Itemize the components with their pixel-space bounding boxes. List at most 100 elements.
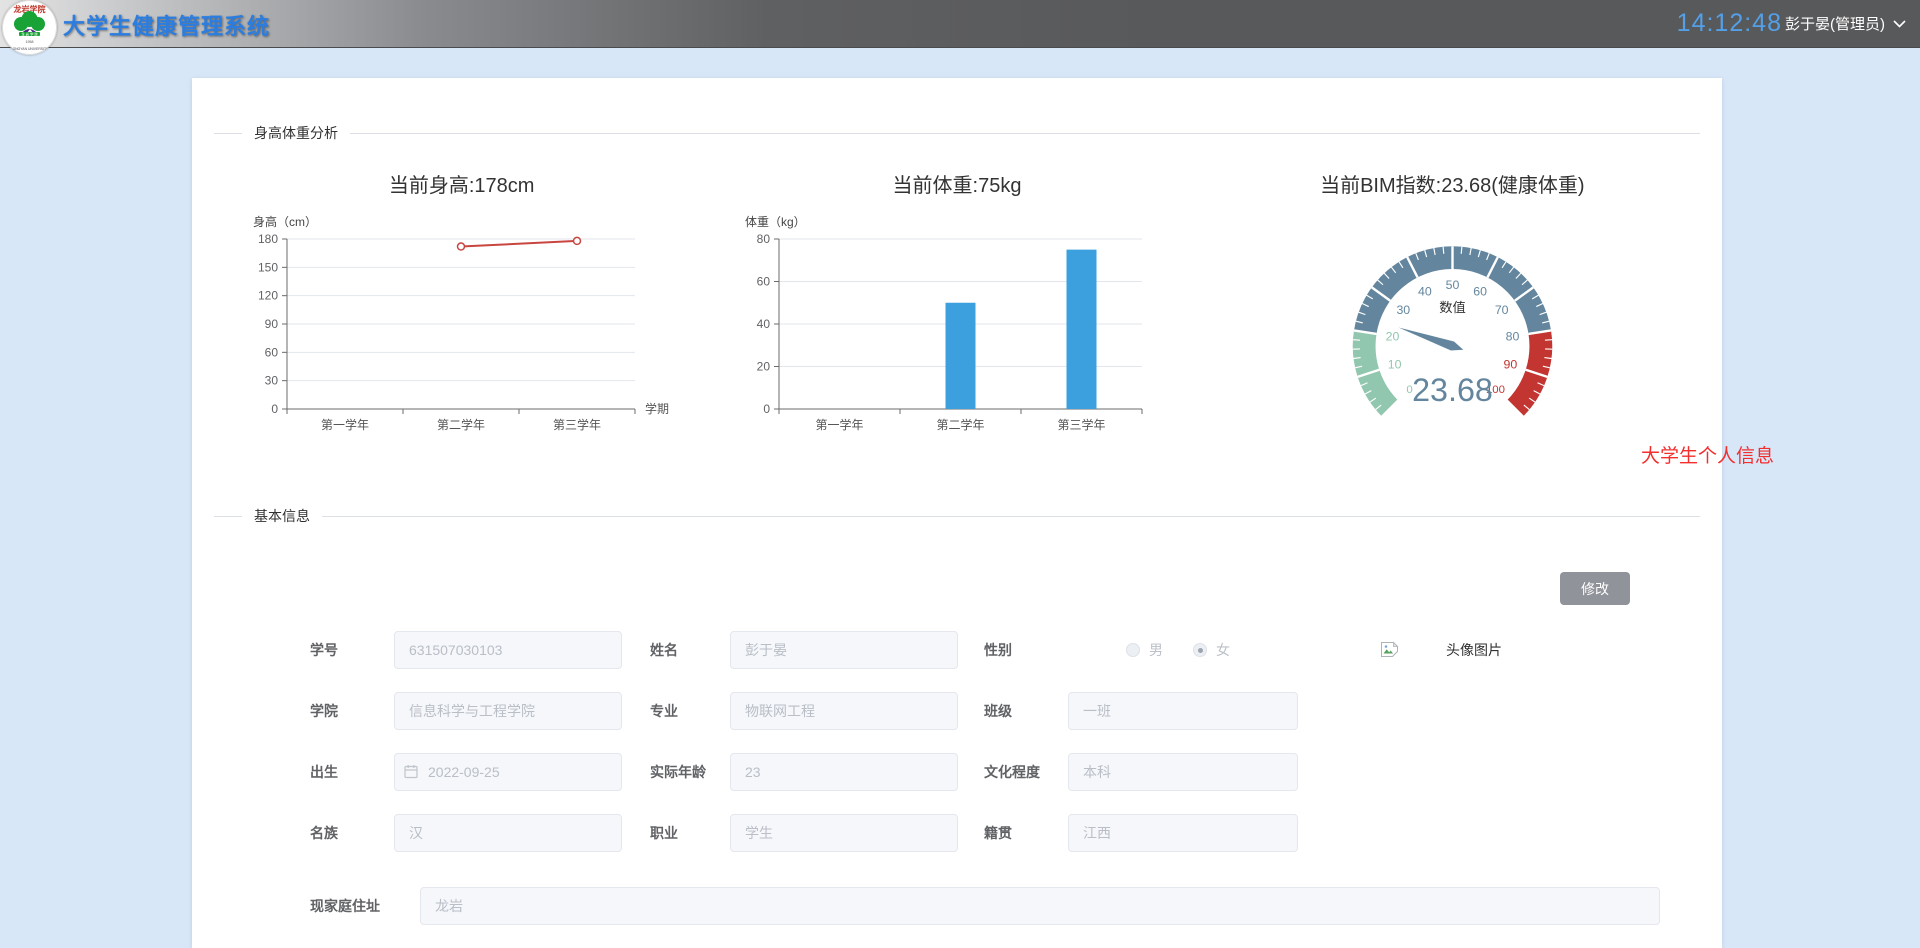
analysis-divider-label: 身高体重分析: [254, 123, 338, 143]
occupation-label: 职业: [650, 823, 730, 843]
bmi-gauge-title: 当前BIM指数:23.68(健康体重): [1320, 169, 1584, 198]
name-label: 姓名: [650, 640, 730, 660]
birth-label: 出生: [310, 762, 394, 782]
form-row-3: 出生 实际年龄 文化程度: [310, 753, 1700, 791]
svg-text:第二学年: 第二学年: [936, 417, 984, 432]
weight-chart-block: 当前体重:75kg 体重（kg） 0 20 40 60 80 第一学年 第二学年 第三学年: [709, 169, 1204, 460]
svg-text:身高（cm）: 身高（cm）: [253, 214, 317, 229]
svg-text:0: 0: [271, 402, 278, 416]
height-line-chart: 身高（cm） 0 30 60 90 120 150 180 第一学年 第二学年 第三学年 学期: [227, 213, 697, 453]
svg-text:龙 岩 学 院: 龙 岩 学 院: [21, 32, 38, 37]
svg-text:体重（kg）: 体重（kg）: [745, 215, 806, 229]
university-logo-icon: 龙岩学院 龙 岩 学 院 1958 LONGYAN UNIVERSITY: [2, 0, 57, 55]
svg-text:0: 0: [763, 402, 770, 416]
ethnicity-label: 名族: [310, 823, 394, 843]
svg-text:80: 80: [757, 232, 771, 246]
svg-text:数值: 数值: [1439, 300, 1466, 315]
svg-text:40: 40: [1418, 285, 1432, 299]
ethnicity-input[interactable]: [394, 814, 622, 852]
basic-info-divider-label: 基本信息: [254, 506, 310, 526]
education-input[interactable]: [1068, 753, 1298, 791]
radio-circle-icon: [1126, 643, 1140, 657]
user-menu[interactable]: 彭于晏(管理员): [1785, 13, 1906, 34]
weight-bar-chart: 体重（kg） 0 20 40 60 80 第一学年 第二学年 第三学年: [727, 213, 1187, 453]
svg-text:120: 120: [258, 289, 278, 303]
broken-image-icon: [1380, 641, 1399, 659]
form-row-2: 学院 专业 班级: [310, 692, 1700, 730]
analysis-divider: 身高体重分析: [214, 123, 1700, 143]
svg-text:20: 20: [757, 360, 771, 374]
avatar-block: 头像图片: [1380, 640, 1502, 660]
address-input[interactable]: [420, 887, 1660, 925]
basic-info-form: 学号 姓名 性别 男 女: [310, 631, 1700, 925]
svg-text:学期: 学期: [645, 401, 669, 416]
personal-info-floating-title: 大学生个人信息: [1641, 441, 1774, 468]
svg-text:90: 90: [264, 317, 278, 331]
form-row-4: 名族 职业 籍贯: [310, 814, 1700, 852]
app-header: 龙岩学院 龙 岩 学 院 1958 LONGYAN UNIVERSITY 大学生…: [0, 0, 1920, 48]
basic-info-divider: 基本信息: [214, 506, 1700, 526]
height-chart-title: 当前身高:178cm: [389, 169, 535, 198]
chevron-down-icon: [1893, 20, 1906, 28]
hometown-label: 籍贯: [984, 823, 1068, 843]
svg-text:第一学年: 第一学年: [321, 417, 369, 432]
svg-text:80: 80: [1505, 329, 1519, 343]
weight-chart-title: 当前体重:75kg: [893, 169, 1022, 198]
student-id-label: 学号: [310, 640, 394, 660]
button-row: 修改: [214, 572, 1700, 605]
education-label: 文化程度: [984, 762, 1068, 782]
form-row-1: 学号 姓名 性别 男 女: [310, 631, 1700, 669]
age-input[interactable]: [730, 753, 958, 791]
svg-text:30: 30: [1396, 303, 1410, 317]
calendar-icon: [404, 764, 418, 784]
clock: 14:12:48: [1677, 9, 1782, 38]
occupation-input[interactable]: [730, 814, 958, 852]
svg-text:60: 60: [1473, 285, 1487, 299]
age-label: 实际年龄: [650, 762, 730, 782]
svg-text:第三学年: 第三学年: [553, 417, 601, 432]
page-title: 大学生健康管理系统: [63, 9, 270, 41]
gender-radio-male[interactable]: 男: [1126, 640, 1163, 660]
major-input[interactable]: [730, 692, 958, 730]
gender-radio-group: 男 女: [1068, 640, 1298, 660]
svg-text:10: 10: [1388, 358, 1402, 372]
svg-text:50: 50: [1445, 278, 1459, 292]
svg-text:60: 60: [264, 345, 278, 359]
svg-text:20: 20: [1385, 329, 1399, 343]
form-row-5: 现家庭住址: [310, 887, 1700, 925]
height-chart-block: 当前身高:178cm 身高（cm） 0 30 60 90 120 150 180 第一学年 第二学…: [214, 169, 709, 460]
class-input[interactable]: [1068, 692, 1298, 730]
svg-text:第一学年: 第一学年: [815, 417, 863, 432]
charts-row: 当前身高:178cm 身高（cm） 0 30 60 90 120 150 180 第一学年 第二学…: [214, 169, 1700, 460]
svg-text:LONGYAN UNIVERSITY: LONGYAN UNIVERSITY: [11, 47, 49, 51]
svg-text:60: 60: [757, 275, 771, 289]
college-label: 学院: [310, 701, 394, 721]
svg-text:1958: 1958: [26, 40, 34, 44]
svg-text:90: 90: [1503, 358, 1517, 372]
main-card: 身高体重分析 当前身高:178cm 身高（cm） 0 30 60 90 120 150 180…: [192, 78, 1722, 948]
svg-text:70: 70: [1495, 303, 1509, 317]
svg-text:第二学年: 第二学年: [437, 417, 485, 432]
class-label: 班级: [984, 701, 1068, 721]
svg-text:40: 40: [757, 317, 771, 331]
svg-text:23.68: 23.68: [1412, 372, 1493, 408]
gender-radio-female[interactable]: 女: [1193, 640, 1230, 660]
major-label: 专业: [650, 701, 730, 721]
college-input[interactable]: [394, 692, 622, 730]
svg-text:第三学年: 第三学年: [1057, 417, 1105, 432]
address-label: 现家庭住址: [310, 896, 420, 916]
student-id-input[interactable]: [394, 631, 622, 669]
gender-label: 性别: [984, 640, 1068, 660]
avatar-label: 头像图片: [1446, 640, 1502, 660]
modify-button[interactable]: 修改: [1560, 572, 1630, 605]
name-input[interactable]: [730, 631, 958, 669]
radio-circle-icon: [1193, 643, 1207, 657]
hometown-input[interactable]: [1068, 814, 1298, 852]
svg-text:30: 30: [264, 374, 278, 388]
username: 彭于晏(管理员): [1785, 13, 1885, 34]
birth-date-input[interactable]: [394, 753, 622, 791]
svg-text:180: 180: [258, 232, 278, 246]
svg-text:150: 150: [258, 260, 278, 274]
